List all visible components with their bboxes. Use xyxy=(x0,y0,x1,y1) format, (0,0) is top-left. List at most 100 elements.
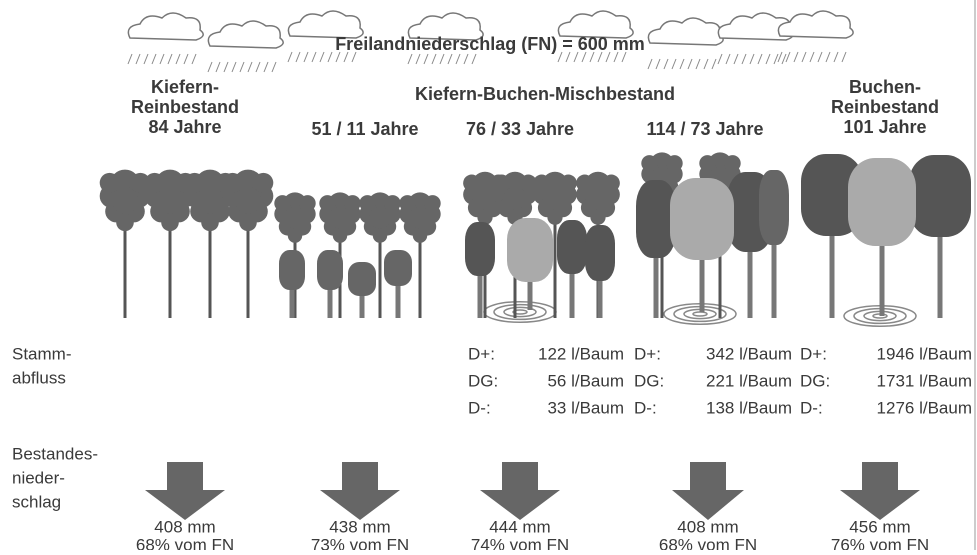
throughfall-share: 68% vom FN xyxy=(136,535,234,550)
rain xyxy=(565,51,571,63)
stemflow-value: 33 l/Baum xyxy=(547,398,624,417)
pine-crown xyxy=(586,186,610,210)
stand-age: 101 Jahre xyxy=(843,117,926,137)
pine-crown xyxy=(196,187,224,214)
stemflow-value: 342 l/Baum xyxy=(706,344,792,363)
pine-crown xyxy=(477,209,493,225)
pine-crown xyxy=(344,195,361,212)
rain xyxy=(159,53,165,65)
rain xyxy=(215,61,221,73)
pine-crown xyxy=(399,195,416,212)
pine-crown xyxy=(699,155,716,172)
stemflow-value: 1946 l/Baum xyxy=(877,344,972,363)
throughfall: 444 mm xyxy=(489,517,550,536)
pine-crown xyxy=(412,228,428,243)
rain xyxy=(247,61,253,73)
pine-crown xyxy=(384,195,401,212)
pine-crown xyxy=(493,174,511,192)
rain xyxy=(817,51,823,63)
rain xyxy=(825,51,831,63)
rain xyxy=(263,61,269,73)
pine-crown xyxy=(590,209,606,225)
rain xyxy=(781,53,787,65)
rain xyxy=(351,51,357,63)
pine-crown xyxy=(184,172,205,193)
rain xyxy=(671,58,677,70)
rain xyxy=(319,51,325,63)
rain xyxy=(717,53,723,65)
beech-crown xyxy=(465,222,495,276)
row-label: Bestandes- xyxy=(12,444,98,463)
rain xyxy=(463,53,469,65)
pine-crown xyxy=(161,213,179,232)
cloud xyxy=(557,10,634,39)
pine-crown xyxy=(543,186,567,210)
rain xyxy=(447,53,453,65)
rain xyxy=(151,53,157,65)
stand-age: 51 / 11 Jahre xyxy=(311,119,418,139)
rain xyxy=(415,53,421,65)
stemflow-key: D-: xyxy=(800,398,823,417)
rain xyxy=(407,53,413,65)
rain xyxy=(711,58,717,70)
rain xyxy=(785,51,791,63)
beech-crown xyxy=(384,250,412,286)
stand-label: Buchen- xyxy=(849,77,921,97)
throughfall: 456 mm xyxy=(849,517,910,536)
throughfall: 408 mm xyxy=(677,517,738,536)
arrow xyxy=(480,462,560,520)
stemflow-ring xyxy=(503,306,537,318)
rain xyxy=(597,51,603,63)
arrow xyxy=(145,462,225,520)
stemflow-value: 56 l/Baum xyxy=(547,371,624,390)
throughfall-share: 76% vom FN xyxy=(831,535,929,550)
rain xyxy=(589,51,595,63)
stand-label: Reinbestand xyxy=(831,97,939,117)
row-label: Stamm- xyxy=(12,344,72,363)
pine-crown xyxy=(559,174,577,192)
pine-crown xyxy=(576,174,594,192)
rain xyxy=(239,61,245,73)
throughfall-share: 74% vom FN xyxy=(471,535,569,550)
rain xyxy=(167,53,173,65)
throughfall-share: 68% vom FN xyxy=(659,535,757,550)
rain xyxy=(303,51,309,63)
stand-label: Reinbestand xyxy=(131,97,239,117)
rain xyxy=(327,51,333,63)
pine-crown xyxy=(156,187,184,214)
pine-crown xyxy=(424,195,441,212)
cloud xyxy=(287,10,364,39)
rain xyxy=(143,53,149,65)
rain xyxy=(175,53,181,65)
rain xyxy=(231,61,237,73)
pine-crown xyxy=(274,195,291,212)
stemflow-key: D+: xyxy=(800,344,827,363)
pine-crown xyxy=(666,155,683,172)
pine-crown xyxy=(234,187,262,214)
cloud xyxy=(777,10,854,39)
pine-crown xyxy=(130,172,151,193)
pine-crown xyxy=(519,174,537,192)
stemflow-key: DG: xyxy=(634,371,664,390)
rain xyxy=(741,53,747,65)
rain xyxy=(733,53,739,65)
rain xyxy=(439,53,445,65)
cloud xyxy=(407,12,484,41)
stemflow-ring xyxy=(692,311,708,317)
rain xyxy=(311,51,317,63)
pine-crown xyxy=(201,213,219,232)
beech-crown xyxy=(317,250,343,290)
stemflow-key: D+: xyxy=(634,344,661,363)
throughfall-share: 73% vom FN xyxy=(311,535,409,550)
pine-crown xyxy=(503,186,527,210)
rain xyxy=(613,51,619,63)
rain xyxy=(605,51,611,63)
rain xyxy=(423,53,429,65)
pine-crown xyxy=(253,172,274,193)
pine-crown xyxy=(533,174,551,192)
rain xyxy=(663,58,669,70)
beech-crown xyxy=(636,180,676,258)
rain xyxy=(191,53,197,65)
rain xyxy=(749,53,755,65)
